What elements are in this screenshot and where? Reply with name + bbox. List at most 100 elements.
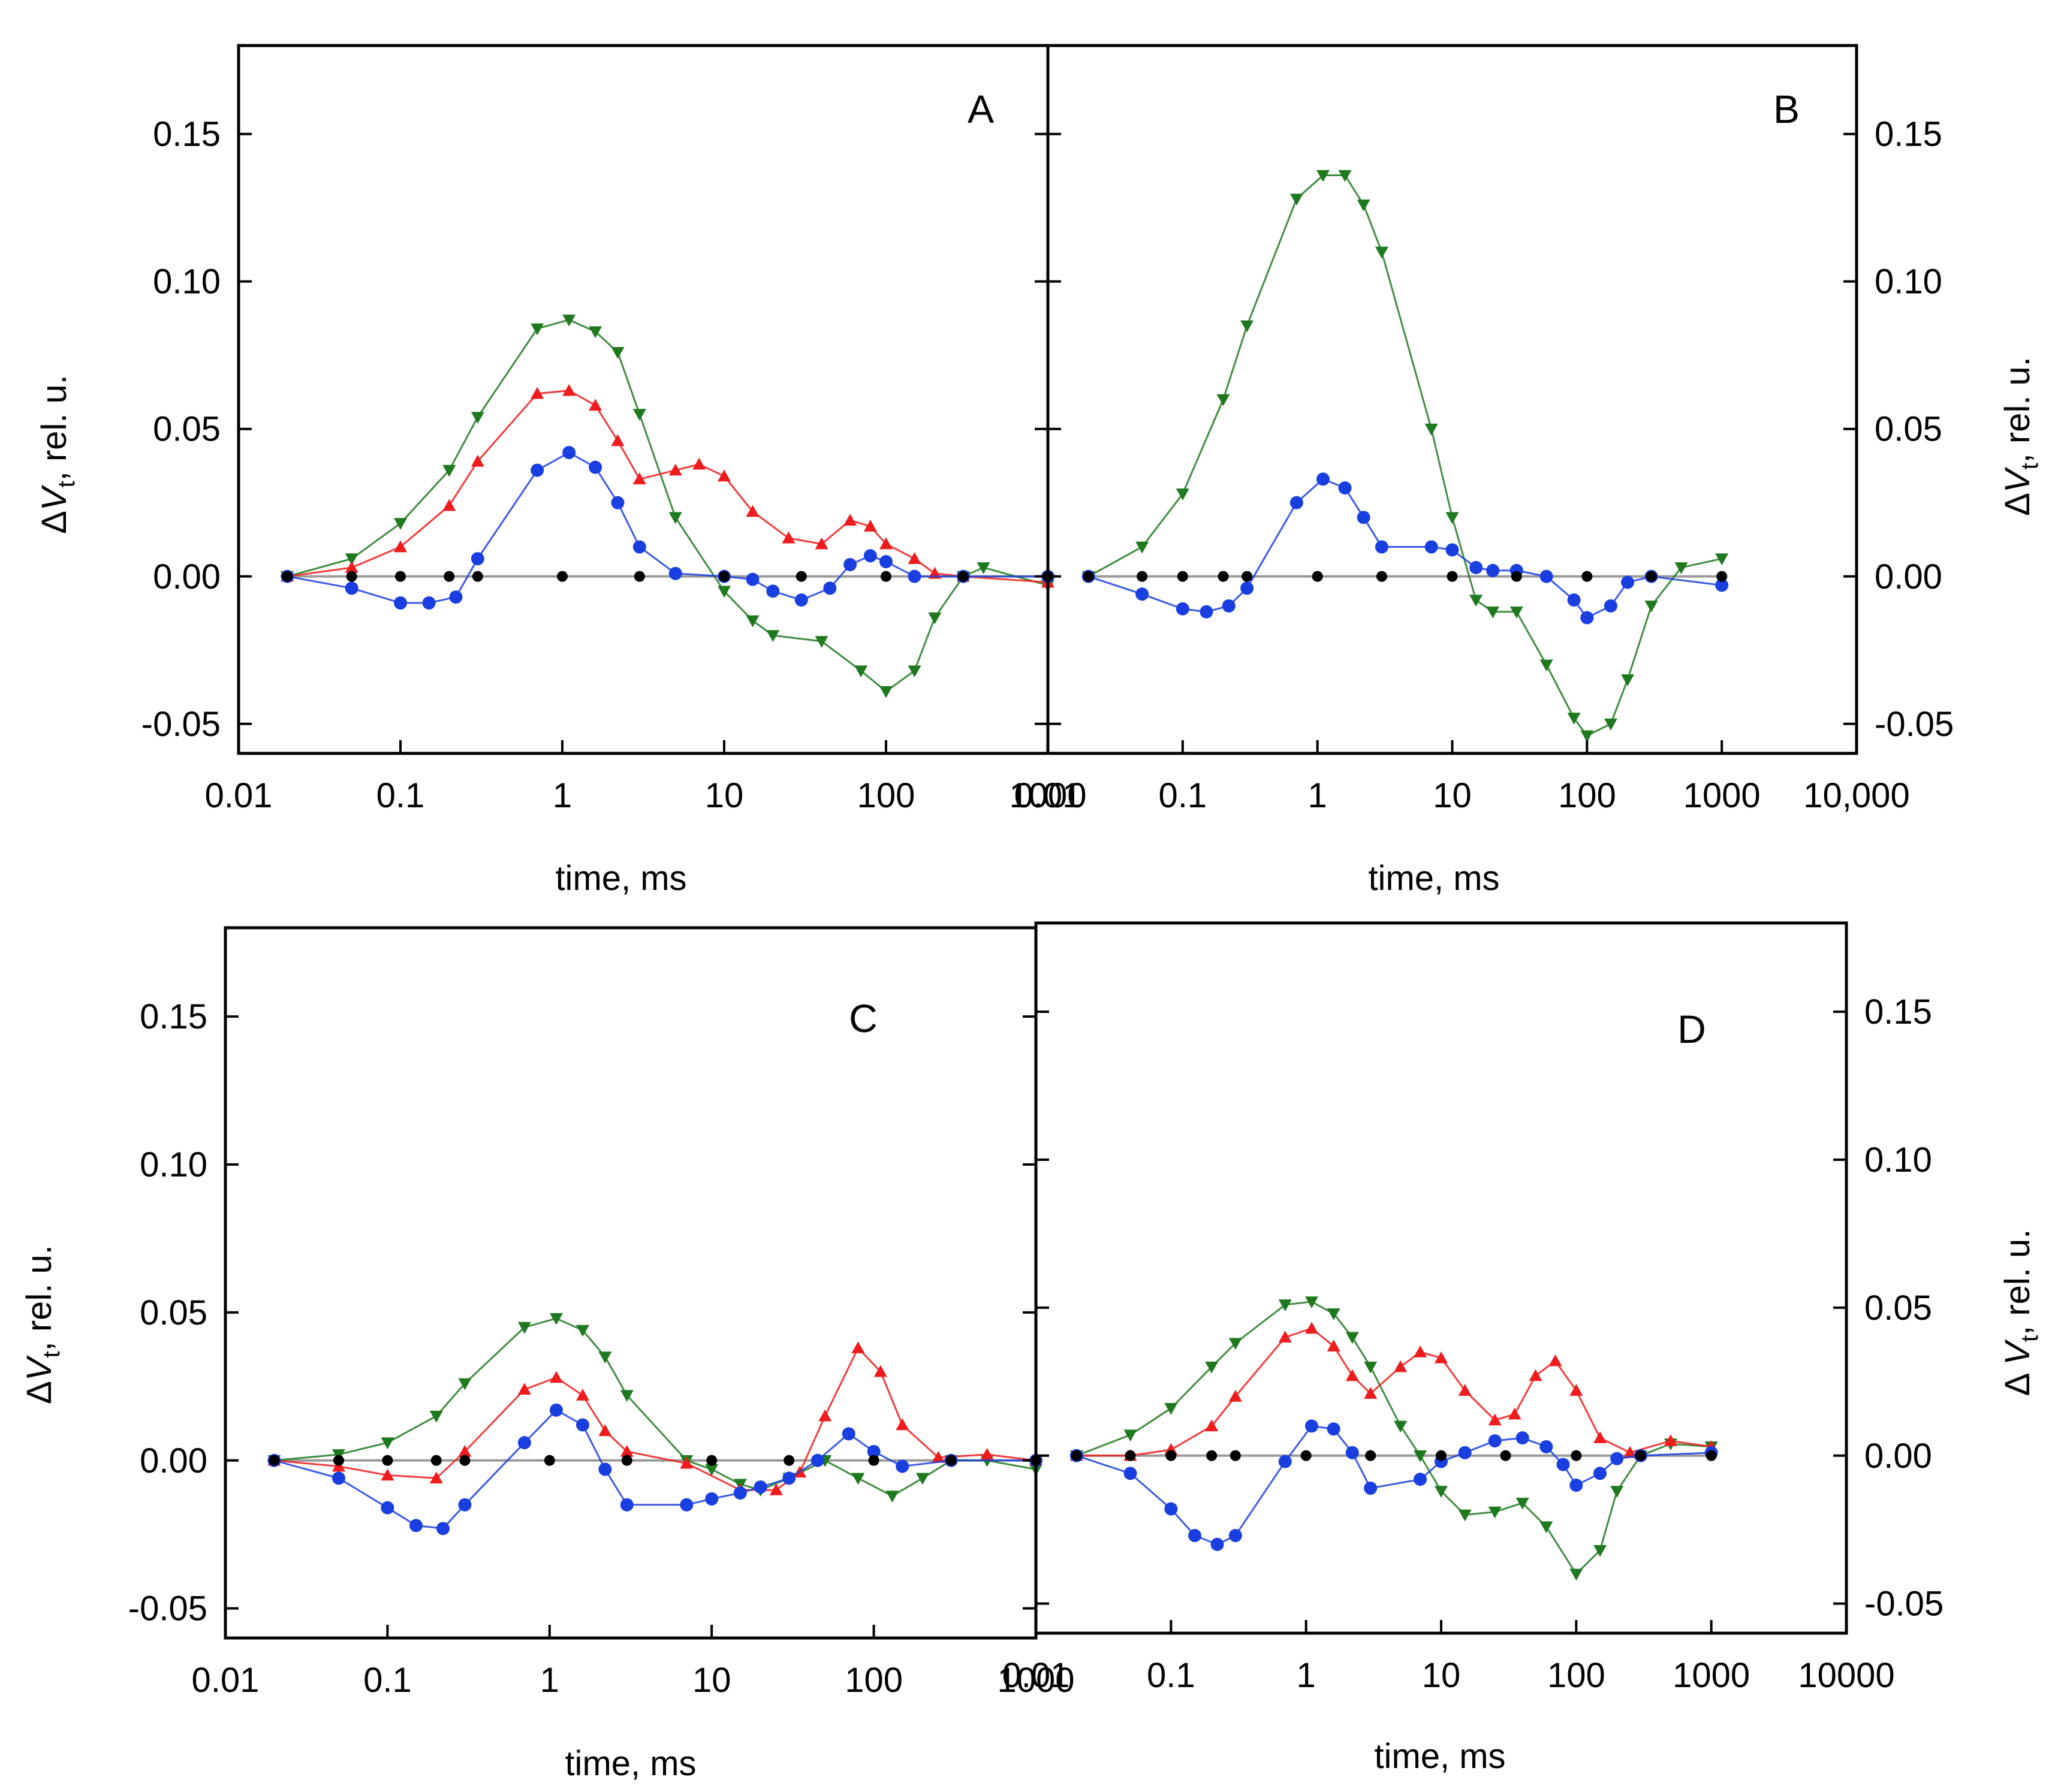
panel-d-point-red bbox=[1488, 1413, 1502, 1426]
panel-d-x-tick-label: 0.01 bbox=[1002, 1656, 1070, 1695]
panel-d-point-red bbox=[1664, 1434, 1677, 1446]
panel-d-point-red bbox=[1529, 1369, 1542, 1381]
panel-d-series-black bbox=[1071, 1450, 1717, 1461]
panel-b-point-blue bbox=[1135, 587, 1149, 601]
panel-c-point-red bbox=[575, 1389, 589, 1401]
panel-d-point-blue bbox=[1414, 1473, 1427, 1486]
panel-d-x-tick-label: 1 bbox=[1297, 1656, 1316, 1695]
panel-d-point-red bbox=[1228, 1390, 1242, 1402]
panel-a-point-black bbox=[444, 571, 455, 582]
panel-c-point-blue bbox=[332, 1471, 346, 1485]
panel-a-series-green-line bbox=[287, 319, 1048, 693]
panel-d-point-green bbox=[1414, 1450, 1427, 1462]
panel-c-series-blue bbox=[267, 1403, 1042, 1535]
panel-d-point-red bbox=[1364, 1387, 1378, 1399]
panel-d-point-blue bbox=[1327, 1422, 1340, 1436]
panel-b-point-green bbox=[1316, 170, 1330, 182]
panel-a-point-red bbox=[815, 537, 828, 550]
panel-b-point-green bbox=[1567, 713, 1581, 725]
panel-d-point-blue bbox=[1539, 1440, 1553, 1453]
panel-c-point-blue bbox=[680, 1498, 694, 1512]
panel-c-point-black bbox=[382, 1455, 393, 1466]
panel-c-point-black bbox=[333, 1455, 345, 1466]
panel-d-point-red bbox=[1458, 1384, 1472, 1396]
panel-b-point-green bbox=[1176, 488, 1189, 500]
panel-a-point-black bbox=[881, 571, 891, 582]
panel-c-point-black bbox=[544, 1455, 555, 1466]
panel-d-point-blue bbox=[1210, 1537, 1224, 1551]
panel-c-x-tick-label: 0.01 bbox=[192, 1661, 260, 1700]
panel-a-point-green bbox=[442, 464, 456, 477]
panel-d-y-tick-label: 0.10 bbox=[1864, 1141, 1932, 1179]
panel-a-point-blue bbox=[589, 460, 602, 474]
panel-b-plot-area bbox=[1081, 170, 1729, 743]
panel-d: -0.05 0.00 0.05 0.10 0.15 0.01 0.1 1 10 100 1000 10… bbox=[1002, 921, 2043, 1776]
panel-c-point-blue bbox=[436, 1522, 450, 1535]
panel-a-point-green bbox=[746, 615, 760, 627]
panel-d-point-red bbox=[1327, 1340, 1340, 1351]
panel-c-point-green bbox=[620, 1390, 634, 1402]
panel-a-y-tick-label: 0.10 bbox=[153, 263, 221, 301]
panel-b-point-green bbox=[1375, 246, 1388, 259]
panel-c-point-red bbox=[549, 1371, 563, 1383]
panel-b-label: B bbox=[1773, 87, 1800, 131]
panel-b-point-green bbox=[1580, 730, 1594, 743]
panel-c-y-tick-label: 0.00 bbox=[140, 1441, 207, 1480]
panel-d-x-tick-label: 100 bbox=[1547, 1656, 1605, 1695]
panel-a-point-green bbox=[879, 686, 893, 698]
panel-d-point-green bbox=[1593, 1544, 1607, 1557]
panel-a-point-blue bbox=[632, 540, 646, 554]
panel-b-point-black bbox=[1716, 571, 1728, 582]
panel-a-point-blue bbox=[863, 549, 877, 563]
panel-c-point-red bbox=[896, 1418, 909, 1431]
panel-d-point-red bbox=[1345, 1369, 1359, 1381]
panel-c-point-blue bbox=[381, 1501, 394, 1515]
panel-c-y-tick-label: -0.05 bbox=[128, 1589, 207, 1628]
panel-a-point-green bbox=[589, 326, 602, 339]
panel-d-x-tick-label: 1000 bbox=[1673, 1656, 1750, 1695]
panel-d-point-green bbox=[1488, 1506, 1502, 1519]
panel-b-x-tick-label: 1000 bbox=[1683, 776, 1761, 815]
panel-b-y-tick-label: 0.00 bbox=[1875, 557, 1942, 596]
panel-c-series-green-line bbox=[274, 1317, 1036, 1497]
panel-c-point-blue bbox=[705, 1492, 719, 1506]
panel-d-y-axis-title: Δ Vt, rel. u. bbox=[1998, 1229, 2043, 1396]
panel-a-point-black bbox=[634, 571, 645, 582]
panel-d-point-blue bbox=[1364, 1482, 1378, 1495]
panel-a-point-red bbox=[843, 514, 857, 526]
panel-b: -0.05 0.00 0.05 0.10 0.15 0.01 0.1 1 10 100 1000 10… bbox=[1014, 44, 2043, 898]
panel-b-point-blue bbox=[1604, 599, 1617, 613]
panel-b-series-blue bbox=[1081, 472, 1729, 625]
panel-d-point-green bbox=[1435, 1486, 1448, 1498]
panel-a-point-blue bbox=[611, 496, 625, 509]
panel-a-x-tick-label: 0.01 bbox=[205, 776, 273, 815]
panel-b-point-green bbox=[1539, 659, 1553, 672]
panel-b-point-blue bbox=[1424, 540, 1438, 554]
panel-c-point-green bbox=[851, 1473, 865, 1485]
panel-d-y-tick-label: 0.15 bbox=[1864, 992, 1932, 1031]
panel-d-point-red bbox=[1414, 1345, 1427, 1357]
panel-b-x-tick-label: 0.1 bbox=[1159, 776, 1207, 815]
panel-d-point-green bbox=[1364, 1361, 1378, 1374]
panel-d-point-green bbox=[1304, 1296, 1318, 1308]
panel-c: -0.05 0.00 0.05 0.10 0.15 0.01 0.1 1 10 100 1000 C… bbox=[20, 926, 1075, 1783]
panel-d-point-green bbox=[1327, 1308, 1340, 1320]
panel-c-point-black bbox=[706, 1455, 718, 1466]
panel-c-point-red bbox=[851, 1341, 865, 1353]
panel-c-point-blue bbox=[733, 1486, 747, 1500]
panel-b-point-blue bbox=[1567, 593, 1581, 607]
panel-c-x-tick-label: 0.1 bbox=[363, 1661, 412, 1700]
panel-a-x-tick-label: 1 bbox=[553, 776, 572, 815]
panel-d-point-green bbox=[1123, 1429, 1137, 1442]
panel-c-point-green bbox=[458, 1378, 472, 1390]
panel-c-axes: -0.05 0.00 0.05 0.10 0.15 0.01 0.1 1 10 100 1000 bbox=[128, 926, 1075, 1700]
panel-a-point-blue bbox=[843, 558, 857, 572]
panel-a-point-red bbox=[562, 384, 576, 396]
panel-b-point-blue bbox=[1715, 578, 1729, 592]
panel-d-point-blue bbox=[1228, 1529, 1242, 1543]
panel-a-x-tick-label: 1000 bbox=[1009, 776, 1086, 815]
panel-d-point-red bbox=[1278, 1331, 1292, 1343]
panel-b-point-blue bbox=[1200, 605, 1213, 619]
panel-d-point-blue bbox=[1515, 1431, 1529, 1445]
panel-c-point-blue bbox=[896, 1459, 909, 1473]
